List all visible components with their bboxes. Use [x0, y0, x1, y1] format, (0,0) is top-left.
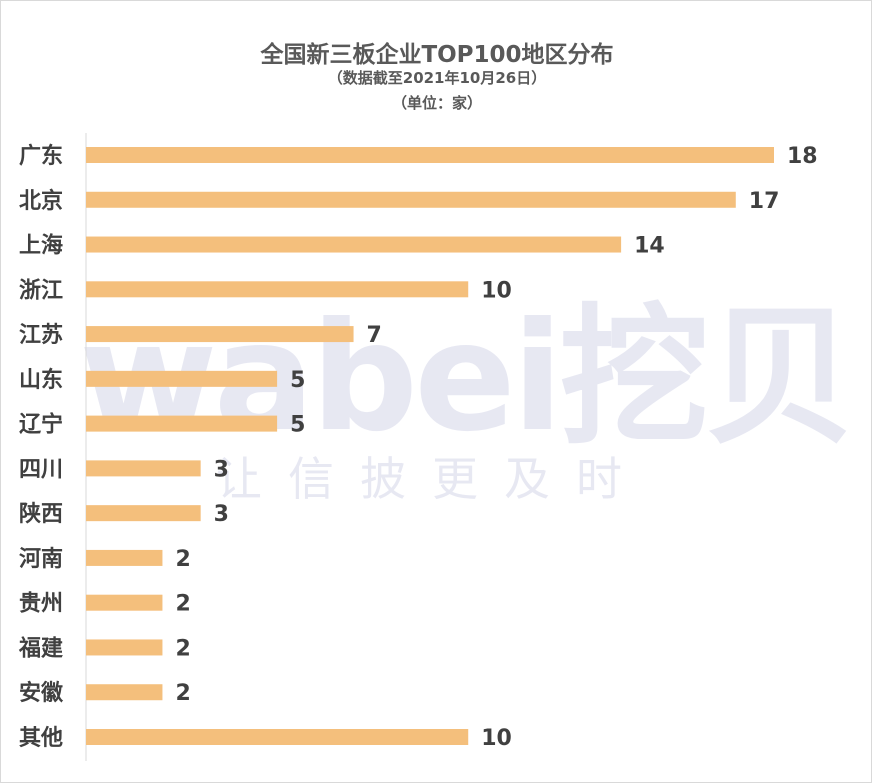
category-label: 北京 [19, 188, 63, 214]
bar [86, 281, 469, 298]
bar [86, 191, 736, 208]
bar [86, 639, 163, 656]
bar [86, 594, 163, 611]
data-label: 7 [367, 323, 382, 348]
bar [86, 370, 278, 387]
category-label: 其他 [19, 726, 63, 751]
bar [86, 236, 622, 253]
category-label: 安徽 [19, 680, 64, 706]
category-label: 浙江 [19, 278, 63, 303]
data-label: 10 [481, 726, 512, 751]
bar [86, 326, 354, 343]
data-label: 2 [175, 681, 190, 706]
category-label: 河南 [19, 547, 63, 572]
data-label: 2 [175, 592, 190, 617]
bar [86, 549, 163, 566]
data-label: 10 [481, 278, 512, 303]
data-label: 17 [749, 189, 780, 214]
category-label: 四川 [19, 457, 63, 482]
bar [86, 684, 163, 701]
data-label: 3 [214, 502, 229, 527]
data-label: 2 [175, 547, 190, 572]
bar [86, 729, 469, 745]
category-label: 贵州 [19, 592, 63, 617]
bar [86, 460, 201, 477]
category-label: 福建 [18, 636, 63, 661]
data-label: 3 [214, 457, 229, 482]
category-label: 上海 [19, 233, 63, 259]
data-label: 2 [175, 636, 190, 661]
chart-title: 全国新三板企业TOP100地区分布 [260, 42, 614, 68]
category-label: 辽宁 [19, 412, 63, 438]
chart-unit: （单位：家） [391, 94, 482, 112]
watermark-slogan: 让信披更及时 [216, 452, 648, 506]
data-label: 5 [290, 368, 305, 393]
category-label: 陕西 [19, 502, 63, 527]
category-label: 江苏 [19, 322, 63, 348]
data-label: 18 [787, 144, 818, 169]
category-label: 广东 [19, 143, 63, 169]
data-label: 14 [634, 234, 665, 259]
category-label: 山东 [19, 367, 63, 393]
chart-subtitle: （数据截至2021年10月26日） [327, 69, 547, 87]
bar [86, 147, 774, 163]
bar [86, 415, 278, 432]
bar [86, 505, 201, 522]
data-label: 5 [290, 413, 305, 438]
